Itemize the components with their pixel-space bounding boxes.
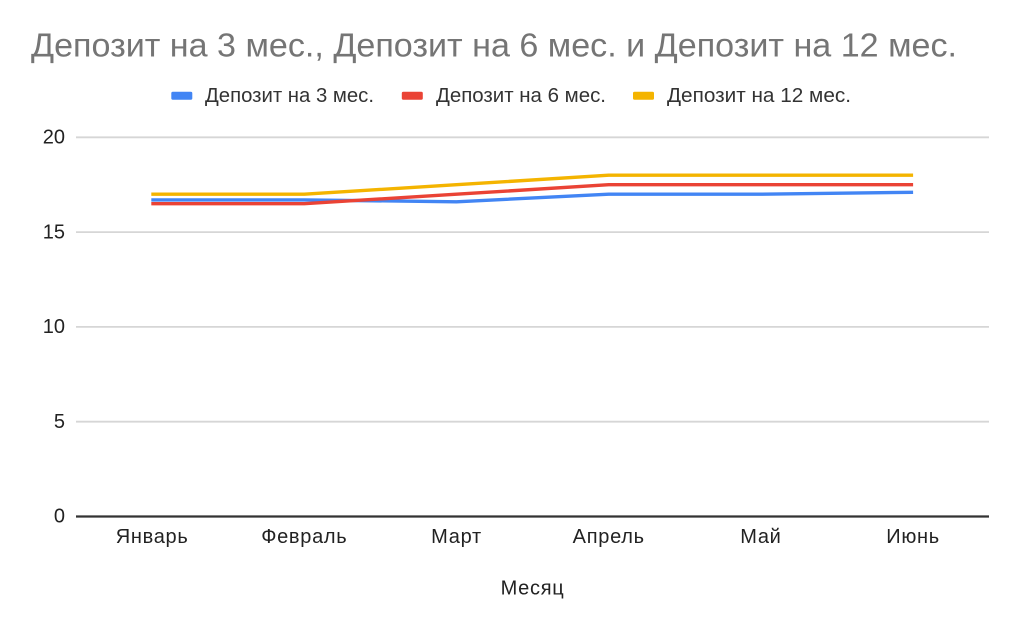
svg-text:10: 10 [43, 316, 65, 338]
svg-text:Февраль: Февраль [261, 526, 347, 548]
svg-text:Январь: Январь [116, 526, 189, 548]
svg-text:Март: Март [431, 526, 482, 548]
svg-text:Депозит на 12 мес.: Депозит на 12 мес. [667, 85, 851, 107]
svg-text:0: 0 [54, 506, 65, 528]
svg-text:Депозит на 3 мес.: Депозит на 3 мес. [205, 85, 374, 107]
svg-text:Месяц: Месяц [501, 577, 565, 599]
svg-text:Депозит на 6 мес.: Депозит на 6 мес. [436, 85, 606, 107]
svg-text:Апрель: Апрель [573, 526, 645, 548]
svg-text:Май: Май [740, 526, 781, 548]
svg-text:5: 5 [54, 411, 65, 433]
svg-text:15: 15 [43, 221, 65, 243]
svg-text:20: 20 [43, 127, 65, 149]
svg-text:Июнь: Июнь [886, 526, 940, 548]
svg-text:Депозит на 3 мес., Депозит на: Депозит на 3 мес., Депозит на 6 мес. и Д… [31, 26, 957, 63]
